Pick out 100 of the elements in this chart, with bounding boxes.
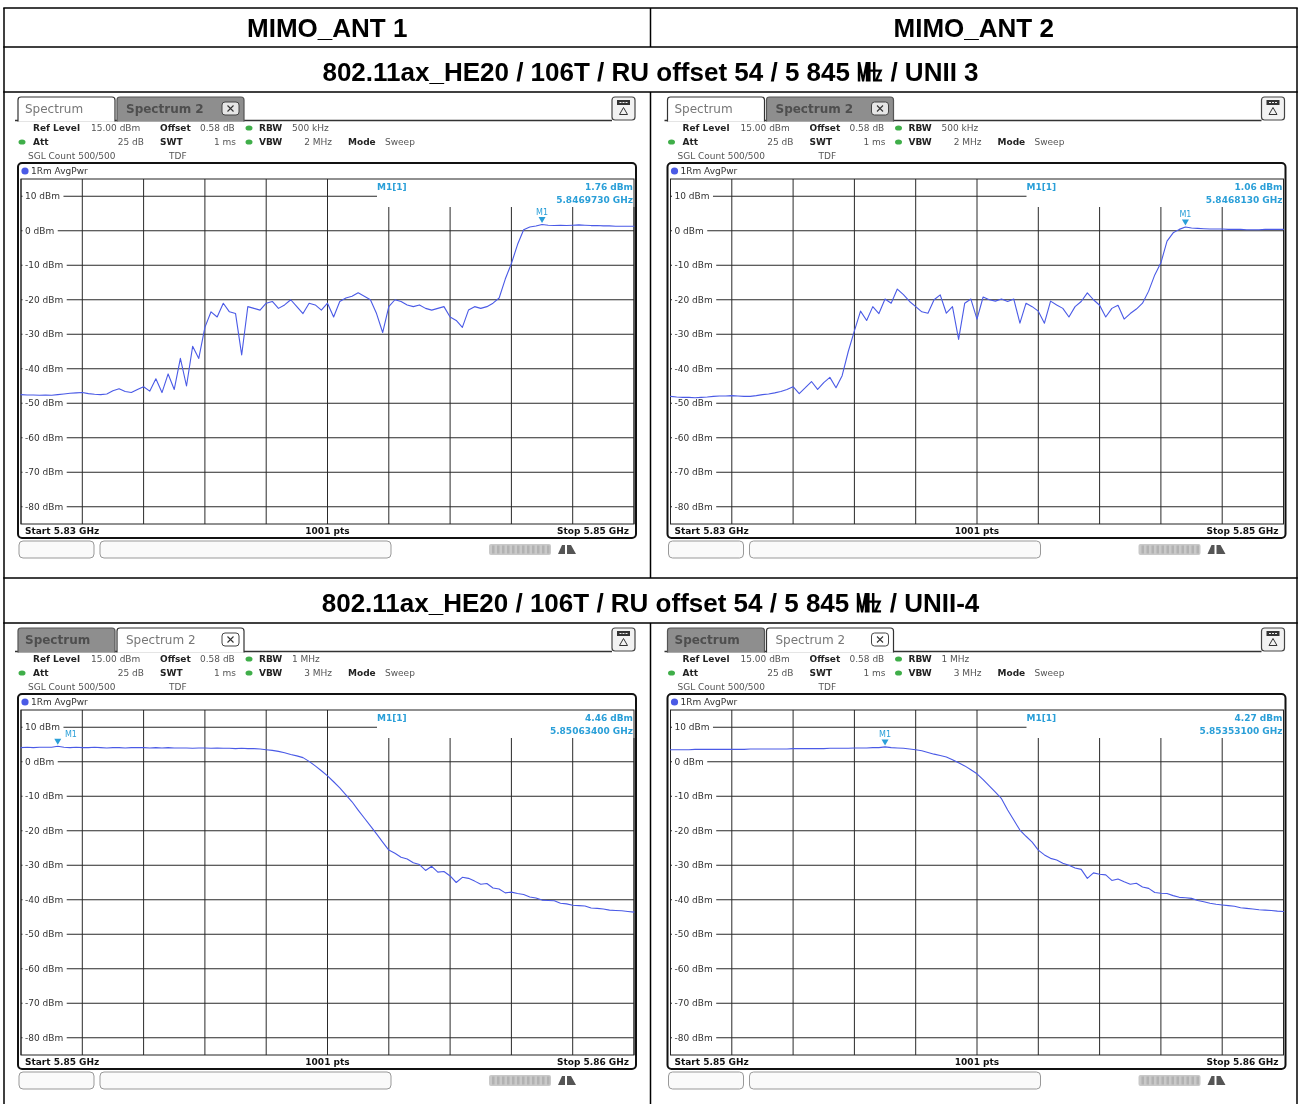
- y-tick-label: -70 dBm: [674, 998, 713, 1009]
- text: 25 dB: [767, 137, 794, 147]
- text: 1 MHz: [941, 654, 970, 664]
- annotation: M1[1]: [377, 713, 407, 723]
- text: SWT: [160, 668, 184, 678]
- y-tick-label: -60 dBm: [674, 963, 713, 974]
- text: 25 dB: [117, 137, 144, 147]
- y-tick-label: 10 dBm: [674, 722, 710, 733]
- y-tick-label: 10 dBm: [25, 191, 60, 202]
- text: RBW: [259, 123, 283, 133]
- text: Spectrum: [25, 102, 84, 116]
- text: 1 ms: [863, 668, 886, 678]
- annotation: 4.27 dBm: [1234, 713, 1283, 723]
- y-tick-label: -70 dBm: [25, 998, 64, 1009]
- text: Ref Level: [33, 123, 80, 133]
- legend-label: 1Rm AvgPwr: [31, 697, 89, 707]
- text: 15.00 dBm: [740, 123, 790, 133]
- y-tick-label: 10 dBm: [674, 191, 710, 202]
- text: Stop 5.85 GHz: [1206, 526, 1279, 536]
- text: Start 5.85 GHz: [25, 1057, 100, 1067]
- text: RBW: [259, 654, 283, 664]
- y-tick-label: -70 dBm: [674, 467, 713, 478]
- text: Stop 5.85 GHz: [556, 526, 629, 536]
- y-tick-label: -60 dBm: [674, 432, 713, 443]
- annotation: 5.85063400 GHz: [549, 726, 633, 736]
- annotation: 1.76 dBm: [584, 182, 633, 192]
- text: 500 kHz: [941, 123, 979, 133]
- text: 25 dB: [767, 668, 794, 678]
- text: 15.00 dBm: [740, 654, 790, 664]
- text: SGL Count 500/500: [28, 682, 116, 692]
- text: Ref Level: [682, 654, 730, 664]
- text: 0.58 dB: [849, 123, 885, 133]
- y-tick-label: -10 dBm: [25, 791, 64, 802]
- text: Sweep: [385, 668, 416, 678]
- y-tick-label: -70 dBm: [25, 467, 64, 478]
- y-tick-label: -50 dBm: [25, 929, 64, 940]
- y-tick-label: -80 dBm: [674, 501, 713, 512]
- text: Mode: [997, 668, 1026, 678]
- y-tick-label: -50 dBm: [674, 398, 713, 409]
- text: Sweep: [1034, 137, 1065, 147]
- text: Spectrum: [25, 633, 91, 647]
- text: Spectrum 2: [775, 633, 846, 647]
- annotation: M1: [536, 208, 549, 218]
- text: SGL Count 500/500: [28, 151, 116, 161]
- text: Mode: [348, 668, 376, 678]
- text: TDF: [168, 682, 187, 692]
- text: Stop 5.86 GHz: [556, 1057, 629, 1067]
- annotation: 5.8469730 GHz: [556, 195, 633, 205]
- legend-label: 1Rm AvgPwr: [680, 697, 738, 707]
- text: Mode: [997, 137, 1026, 147]
- annotation: 5.85353100 GHz: [1199, 726, 1283, 736]
- text: 3 MHz: [304, 668, 333, 678]
- text: VBW: [908, 668, 932, 678]
- text: 15.00 dBm: [91, 123, 141, 133]
- y-tick-label: -10 dBm: [25, 260, 64, 271]
- text: Offset: [809, 123, 841, 133]
- annotation: 5.8468130 GHz: [1205, 195, 1283, 205]
- text: 0.58 dB: [200, 654, 235, 664]
- y-tick-label: -50 dBm: [25, 398, 64, 409]
- y-tick-label: -10 dBm: [674, 260, 713, 271]
- y-tick-label: -50 dBm: [674, 929, 713, 940]
- text: Start 5.85 GHz: [674, 1057, 749, 1067]
- y-tick-label: -40 dBm: [674, 894, 713, 905]
- text: Offset: [160, 123, 192, 133]
- text: TDF: [817, 151, 837, 161]
- text: TDF: [817, 682, 837, 692]
- text: Start 5.83 GHz: [674, 526, 749, 536]
- text: 2 MHz: [304, 137, 333, 147]
- text: 0.58 dB: [200, 123, 235, 133]
- y-tick-label: 0 dBm: [674, 756, 704, 767]
- y-tick-label: -40 dBm: [674, 363, 713, 374]
- y-tick-label: 0 dBm: [25, 225, 55, 236]
- text: Spectrum: [674, 102, 733, 116]
- text: Att: [33, 668, 50, 678]
- x-axis-title: 1001 pts: [305, 1057, 350, 1067]
- y-tick-label: -80 dBm: [25, 1032, 64, 1043]
- text: 2 MHz: [953, 137, 982, 147]
- text: Att: [682, 137, 699, 147]
- text: Offset: [809, 654, 841, 664]
- text: VBW: [259, 668, 283, 678]
- text: 1 MHz: [292, 654, 321, 664]
- text: SGL Count 500/500: [677, 151, 766, 161]
- text: 3 MHz: [953, 668, 982, 678]
- y-tick-label: -30 dBm: [674, 329, 713, 340]
- annotation: M1: [1179, 210, 1192, 220]
- text: Att: [682, 668, 699, 678]
- annotation: M1: [879, 730, 892, 740]
- text: Ref Level: [682, 123, 730, 133]
- y-tick-label: -40 dBm: [25, 363, 64, 374]
- text: 15.00 dBm: [91, 654, 141, 664]
- annotation: 4.46 dBm: [584, 713, 633, 723]
- legend-label: 1Rm AvgPwr: [31, 166, 89, 176]
- text: Sweep: [1034, 668, 1065, 678]
- legend-label: 1Rm AvgPwr: [680, 166, 738, 176]
- text: Spectrum 2: [775, 102, 854, 116]
- text: Sweep: [385, 137, 416, 147]
- y-tick-label: -10 dBm: [674, 791, 713, 802]
- text: SWT: [160, 137, 184, 147]
- text: Spectrum 2: [126, 633, 196, 647]
- y-tick-label: -60 dBm: [25, 963, 64, 974]
